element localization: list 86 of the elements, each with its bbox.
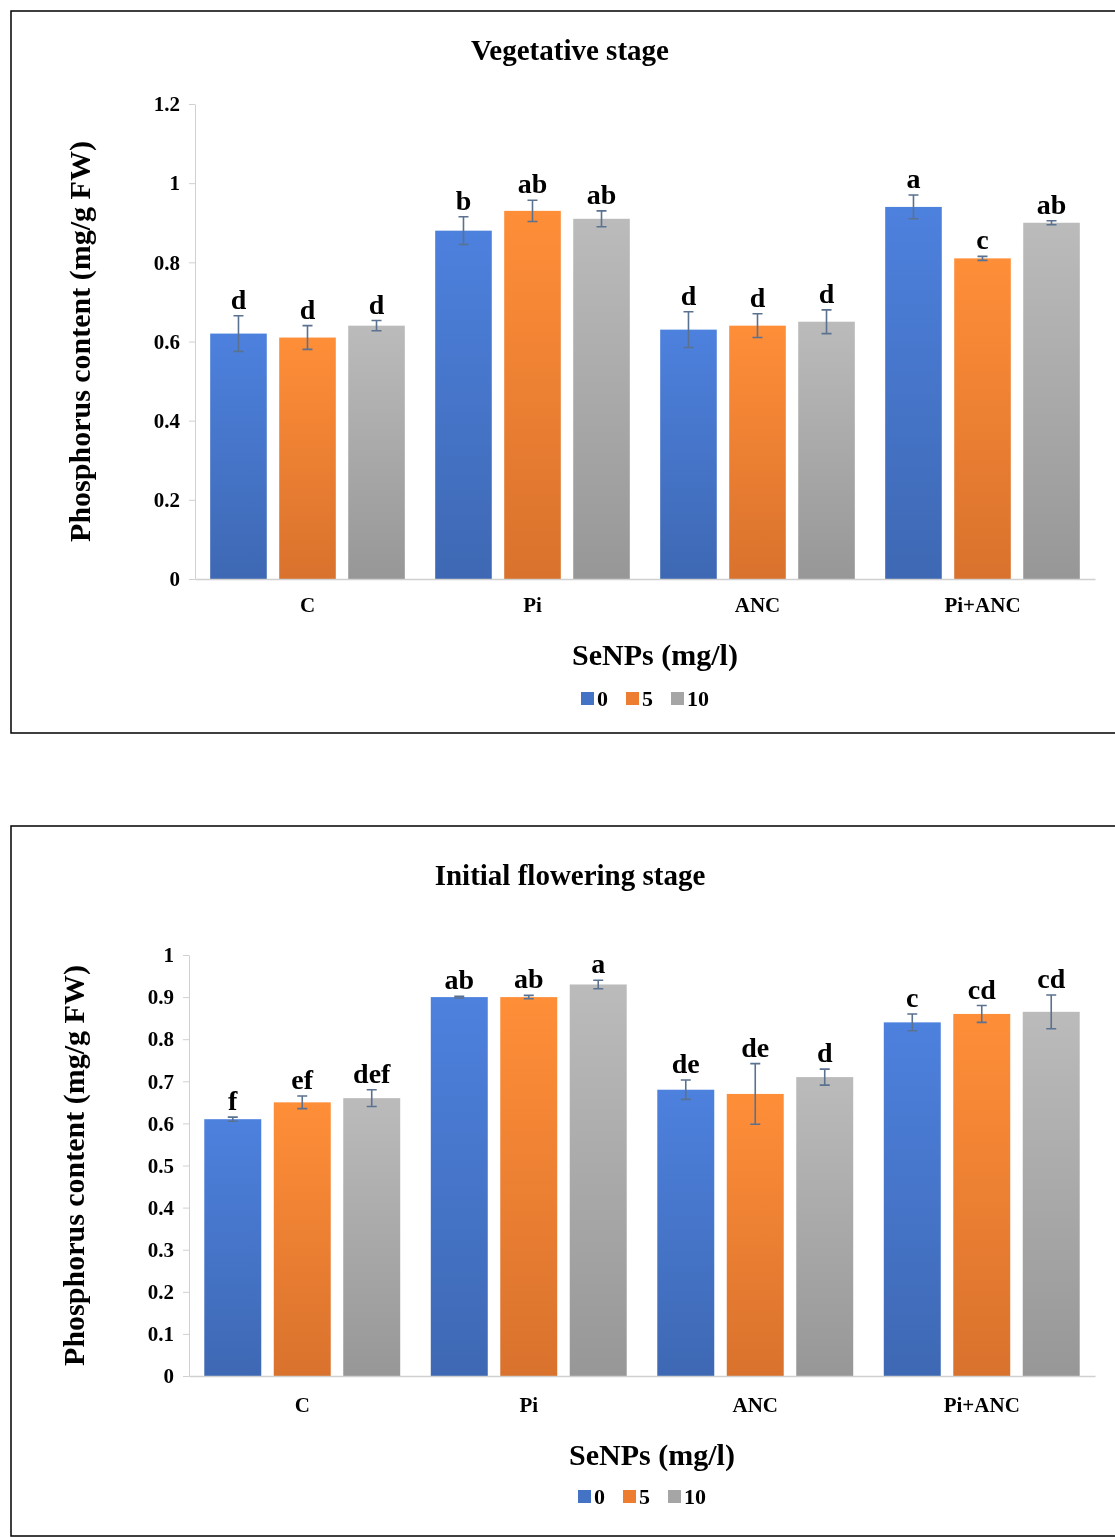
bar bbox=[729, 325, 786, 579]
y-tick-label: 0.4 bbox=[147, 1195, 175, 1220]
data-label: a bbox=[906, 163, 921, 195]
x-tick-label: Pi+ANC bbox=[944, 592, 1021, 617]
bar bbox=[210, 333, 267, 579]
data-label: d bbox=[299, 293, 316, 325]
bar bbox=[504, 210, 561, 579]
bar bbox=[273, 1102, 331, 1376]
y-tick-label: 0.1 bbox=[147, 1322, 174, 1347]
x-tick-label: Pi+ANC bbox=[943, 1392, 1020, 1417]
data-label: def bbox=[353, 1057, 392, 1089]
data-label: ab bbox=[517, 168, 548, 200]
bar bbox=[430, 997, 488, 1376]
data-label: d bbox=[680, 279, 697, 311]
x-tick-label: C bbox=[299, 592, 316, 617]
x-tick-label: Pi bbox=[519, 1392, 539, 1417]
y-tick-label: 1 bbox=[169, 171, 180, 196]
bar bbox=[569, 984, 627, 1376]
bar bbox=[954, 258, 1011, 579]
x-tick-label: ANC bbox=[734, 592, 781, 617]
y-tick-label: 0.2 bbox=[153, 488, 180, 513]
y-tick-label: 0.6 bbox=[153, 329, 180, 354]
legend-label: 10 bbox=[687, 686, 709, 711]
bar bbox=[796, 1077, 854, 1376]
y-tick-label: 0.5 bbox=[147, 1153, 174, 1178]
bar bbox=[657, 1089, 715, 1376]
bar bbox=[435, 230, 492, 579]
data-label: ab bbox=[513, 963, 544, 995]
data-label: a bbox=[591, 948, 606, 980]
legend-label: 0 bbox=[594, 1484, 605, 1509]
x-tick-label: C bbox=[294, 1392, 310, 1417]
y-axis-title: Phosphorus content (mg/g FW) bbox=[57, 965, 91, 1366]
data-label: d bbox=[818, 277, 835, 309]
y-tick-label: 0 bbox=[169, 567, 180, 592]
y-tick-label: 0.7 bbox=[147, 1069, 174, 1094]
data-label: f bbox=[228, 1085, 239, 1117]
bar bbox=[660, 329, 717, 579]
y-tick-label: 0.3 bbox=[147, 1237, 174, 1262]
y-tick-label: 0.2 bbox=[147, 1280, 174, 1305]
data-label: cd bbox=[1037, 962, 1066, 994]
bar bbox=[500, 997, 558, 1376]
legend-label: 5 bbox=[639, 1484, 650, 1509]
y-axis-title: Phosphorus content (mg/g FW) bbox=[63, 141, 97, 542]
data-label: de bbox=[671, 1048, 700, 1080]
y-tick-label: 0 bbox=[163, 1364, 174, 1389]
data-label: de bbox=[741, 1031, 770, 1063]
chart-title: Initial flowering stage bbox=[434, 859, 706, 891]
chart-title: Vegetative stage bbox=[471, 34, 670, 66]
bar bbox=[573, 218, 630, 579]
bar bbox=[798, 321, 855, 579]
bar bbox=[343, 1098, 401, 1376]
bar bbox=[1023, 222, 1080, 579]
y-tick-label: 0.8 bbox=[147, 1027, 174, 1052]
bar bbox=[953, 1013, 1011, 1376]
y-tick-label: 0.8 bbox=[153, 250, 180, 275]
bar bbox=[883, 1022, 941, 1376]
y-tick-label: 0.6 bbox=[147, 1111, 174, 1136]
data-label: ef bbox=[291, 1064, 314, 1096]
legend-label: 10 bbox=[684, 1484, 706, 1509]
bar bbox=[726, 1093, 784, 1376]
data-label: d bbox=[749, 281, 766, 313]
data-label: c bbox=[906, 981, 919, 1013]
y-tick-label: 1.2 bbox=[153, 92, 180, 117]
bar bbox=[204, 1119, 262, 1376]
y-tick-label: 0.9 bbox=[147, 985, 174, 1010]
legend-label: 0 bbox=[597, 686, 608, 711]
bar bbox=[885, 206, 942, 579]
data-label: cd bbox=[967, 973, 997, 1005]
y-tick-label: 1 bbox=[163, 943, 174, 968]
data-label: ab bbox=[586, 178, 617, 210]
data-label: ab bbox=[1036, 188, 1067, 220]
x-axis-title: SeNPs (mg/l) bbox=[572, 638, 738, 672]
x-axis-title: SeNPs (mg/l) bbox=[569, 1438, 735, 1472]
bar bbox=[279, 337, 336, 579]
bar bbox=[1022, 1011, 1080, 1376]
x-tick-label: ANC bbox=[732, 1392, 778, 1417]
data-label: c bbox=[976, 224, 989, 256]
bar bbox=[348, 325, 405, 579]
legend-label: 5 bbox=[642, 686, 653, 711]
x-tick-label: Pi bbox=[523, 592, 542, 617]
data-label: d bbox=[816, 1037, 833, 1069]
data-label: d bbox=[230, 283, 247, 315]
y-tick-label: 0.4 bbox=[153, 408, 181, 433]
data-label: b bbox=[455, 184, 472, 216]
data-label: ab bbox=[444, 964, 475, 996]
data-label: d bbox=[368, 288, 385, 320]
